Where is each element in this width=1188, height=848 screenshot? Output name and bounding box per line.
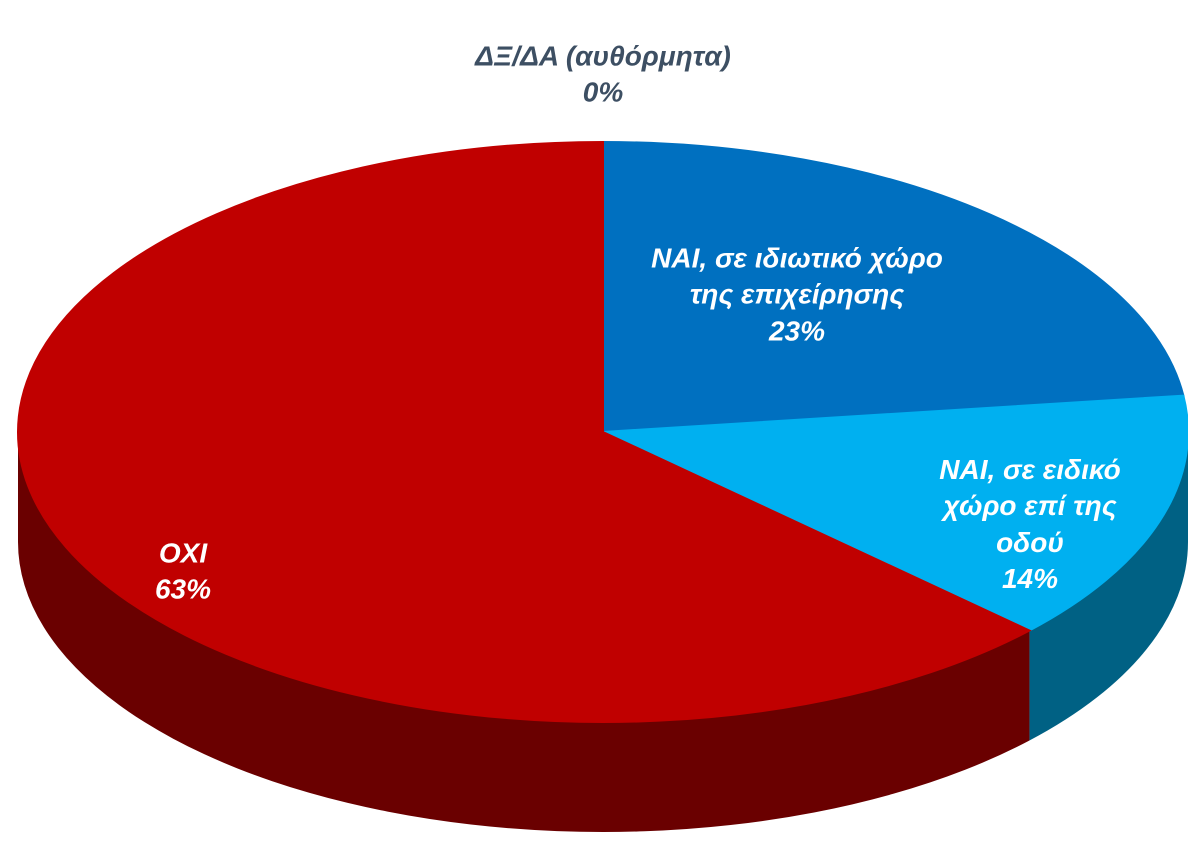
value-label: 0%: [582, 77, 624, 108]
category-label: ΝΑΙ, σε ειδικό χώρο επί της οδού: [939, 454, 1121, 558]
slice-label: ΝΑΙ, σε ειδικό χώρο επί της οδού 14%: [910, 452, 1150, 598]
category-label: ΟΧΙ: [158, 537, 208, 569]
slice-label: ΟΧΙ 63%: [83, 536, 283, 609]
value-label: 63%: [154, 574, 212, 605]
slice-side: [1029, 432, 1188, 741]
slice-label: ΔΞ/ΔΑ (αυθόρμητα) 0%: [473, 39, 733, 112]
category-label: ΔΞ/ΔΑ (αυθόρμητα): [475, 40, 731, 72]
slice: [17, 140, 1032, 723]
slice: [602, 140, 1185, 434]
value-label: 23%: [768, 315, 826, 347]
category-label: ΝΑΙ, σε ιδιωτικό χώρο της επιχείρησης: [651, 242, 943, 310]
slice-side: [18, 432, 1030, 832]
slice-label: ΝΑΙ, σε ιδιωτικό χώρο της επιχείρησης 23%: [647, 240, 947, 349]
value-label: 14%: [1001, 563, 1059, 595]
